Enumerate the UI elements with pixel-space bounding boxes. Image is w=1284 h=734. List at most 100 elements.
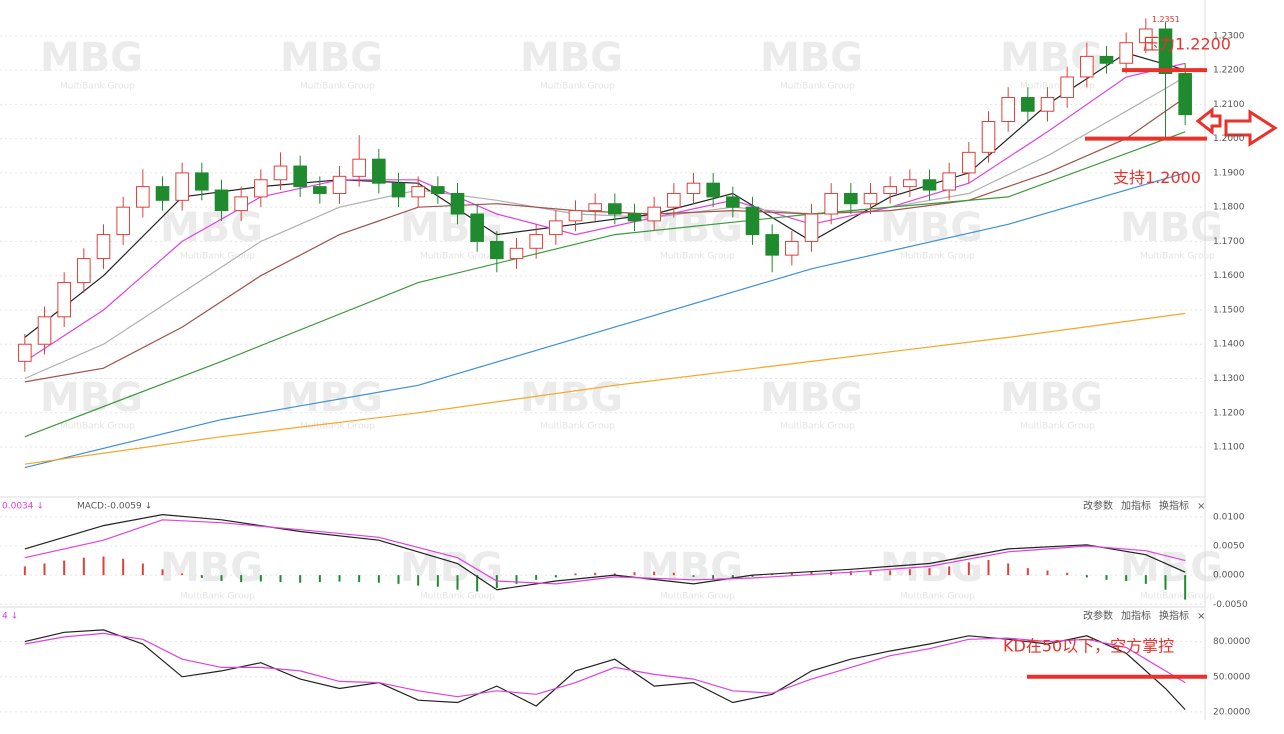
watermark-sub: MultiBank Group — [780, 82, 855, 92]
macd-bar — [358, 575, 361, 583]
macd-bar — [908, 569, 911, 576]
candle-body — [136, 186, 150, 208]
panel-button[interactable]: 改参数 — [1083, 499, 1113, 512]
candle-body — [509, 247, 524, 260]
candle-body — [765, 234, 779, 256]
candle-body — [883, 186, 897, 194]
y-tick-label: 1.1500 — [1213, 305, 1245, 315]
candle-body — [18, 343, 32, 362]
watermark-sub: MultiBank Group — [660, 252, 735, 262]
y-tick-label: 0.0100 — [1213, 512, 1245, 522]
watermark-sub: MultiBank Group — [540, 422, 615, 432]
panel-button[interactable]: 加指标 — [1121, 609, 1151, 622]
candle-body — [706, 182, 720, 198]
y-tick-label: 1.1400 — [1213, 340, 1245, 350]
y-tick-label: 1.1700 — [1213, 237, 1245, 247]
macd-bar — [1007, 563, 1010, 576]
macd-bar — [476, 575, 479, 592]
macd-bar — [299, 575, 302, 583]
y-tick-label: 1.2100 — [1213, 100, 1245, 110]
watermark-sub: MultiBank Group — [60, 422, 135, 432]
macd-bar — [1026, 568, 1029, 576]
candle-body — [1178, 73, 1192, 116]
macd-bar — [338, 575, 341, 582]
candle-body — [844, 192, 858, 205]
macd-bar — [220, 575, 223, 581]
watermark: MBG — [280, 375, 383, 421]
watermark-sub: MultiBank Group — [300, 422, 375, 432]
y-tick-label: 80.0000 — [1213, 637, 1250, 647]
panel-button[interactable]: 换指标 — [1159, 499, 1189, 512]
y-tick-label: 50.0000 — [1213, 672, 1250, 682]
indicator-line — [24, 131, 1186, 438]
macd-bar — [967, 562, 970, 576]
macd-bar — [279, 575, 282, 583]
macd-bar — [181, 573, 184, 576]
candle-body — [981, 121, 996, 153]
macd-bar — [1046, 570, 1049, 576]
macd-bar — [712, 575, 715, 580]
macd-bar — [122, 558, 125, 576]
watermark: MBG — [40, 375, 143, 421]
macd-bar — [633, 572, 636, 576]
macd-bar — [1184, 575, 1187, 600]
watermark: MBG — [1120, 545, 1223, 591]
macd-bar — [869, 570, 872, 576]
arrow-icon — [1195, 106, 1222, 136]
panel-button[interactable]: 加指标 — [1121, 499, 1151, 512]
panel-header: MACD:-0.0059 ↓ — [77, 502, 152, 512]
macd-bar — [1066, 572, 1069, 576]
candle-body — [627, 213, 642, 222]
watermark-sub: MultiBank Group — [300, 82, 375, 92]
candle-body — [234, 196, 248, 212]
candle-body — [96, 234, 111, 260]
macd-bar — [318, 575, 321, 583]
macd-bar — [889, 570, 892, 576]
watermark: MBG — [520, 375, 623, 421]
macd-bar — [535, 575, 538, 580]
candle-body — [175, 172, 189, 201]
watermark-sub: MultiBank Group — [780, 422, 855, 432]
annotation: 压力1.2200 — [1143, 35, 1231, 54]
watermark-sub: MultiBank Group — [1020, 82, 1095, 92]
panel-button[interactable]: × — [1197, 611, 1205, 622]
macd-bar — [790, 572, 793, 576]
macd-bar — [240, 575, 243, 583]
macd-bar — [141, 563, 144, 576]
y-tick-label: -0.0050 — [1213, 600, 1248, 610]
watermark-sub: MultiBank Group — [420, 592, 495, 602]
y-tick-label: 1.2000 — [1213, 134, 1245, 144]
macd-bar — [102, 556, 105, 576]
candle-body — [1139, 28, 1153, 44]
macd-bar — [63, 560, 66, 576]
indicator-line — [24, 632, 1186, 698]
candle-body — [195, 172, 209, 191]
annotation: KD在50以下，空方掌控 — [1003, 636, 1174, 655]
macd-bar — [417, 575, 420, 586]
indicator-line — [24, 519, 1186, 585]
candle-body — [804, 213, 819, 242]
candle-body — [1040, 97, 1055, 112]
watermark: MBG — [520, 35, 623, 81]
candle-body — [863, 192, 878, 205]
candle-body — [490, 240, 504, 260]
candle-body — [785, 240, 799, 256]
y-tick-label: 1.1800 — [1213, 203, 1245, 213]
candle-body — [313, 186, 327, 194]
y-tick-label: 1.1600 — [1213, 271, 1245, 281]
panel-header: 4 ↓ — [2, 612, 18, 622]
watermark-sub: MultiBank Group — [900, 252, 975, 262]
panel-button[interactable]: × — [1197, 501, 1205, 512]
y-tick-label: 1.2300 — [1213, 31, 1245, 41]
watermark: MBG — [160, 205, 263, 251]
watermark: MBG — [280, 35, 383, 81]
panel-button[interactable]: 换指标 — [1159, 609, 1189, 622]
candle-body — [372, 158, 386, 184]
candle-body — [667, 192, 681, 208]
candle-body — [155, 186, 170, 201]
panel-button[interactable]: 改参数 — [1083, 609, 1113, 622]
macd-bar — [1164, 575, 1167, 590]
macd-bar — [554, 575, 557, 578]
macd-bar — [613, 573, 616, 576]
